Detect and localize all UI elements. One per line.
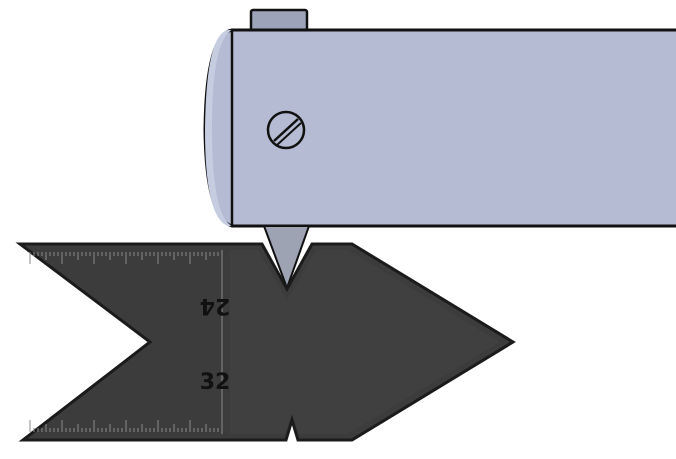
gauge-scale-top	[29, 252, 223, 264]
tool-bit-body	[203, 28, 676, 228]
gauge-label-32: 32	[200, 370, 231, 395]
screw-icon	[266, 110, 306, 150]
gauge-label-24: 24	[200, 293, 231, 318]
center-gauge	[15, 242, 516, 442]
tool-cutting-tip	[262, 225, 311, 291]
gauge-scale-bottom	[29, 420, 223, 432]
